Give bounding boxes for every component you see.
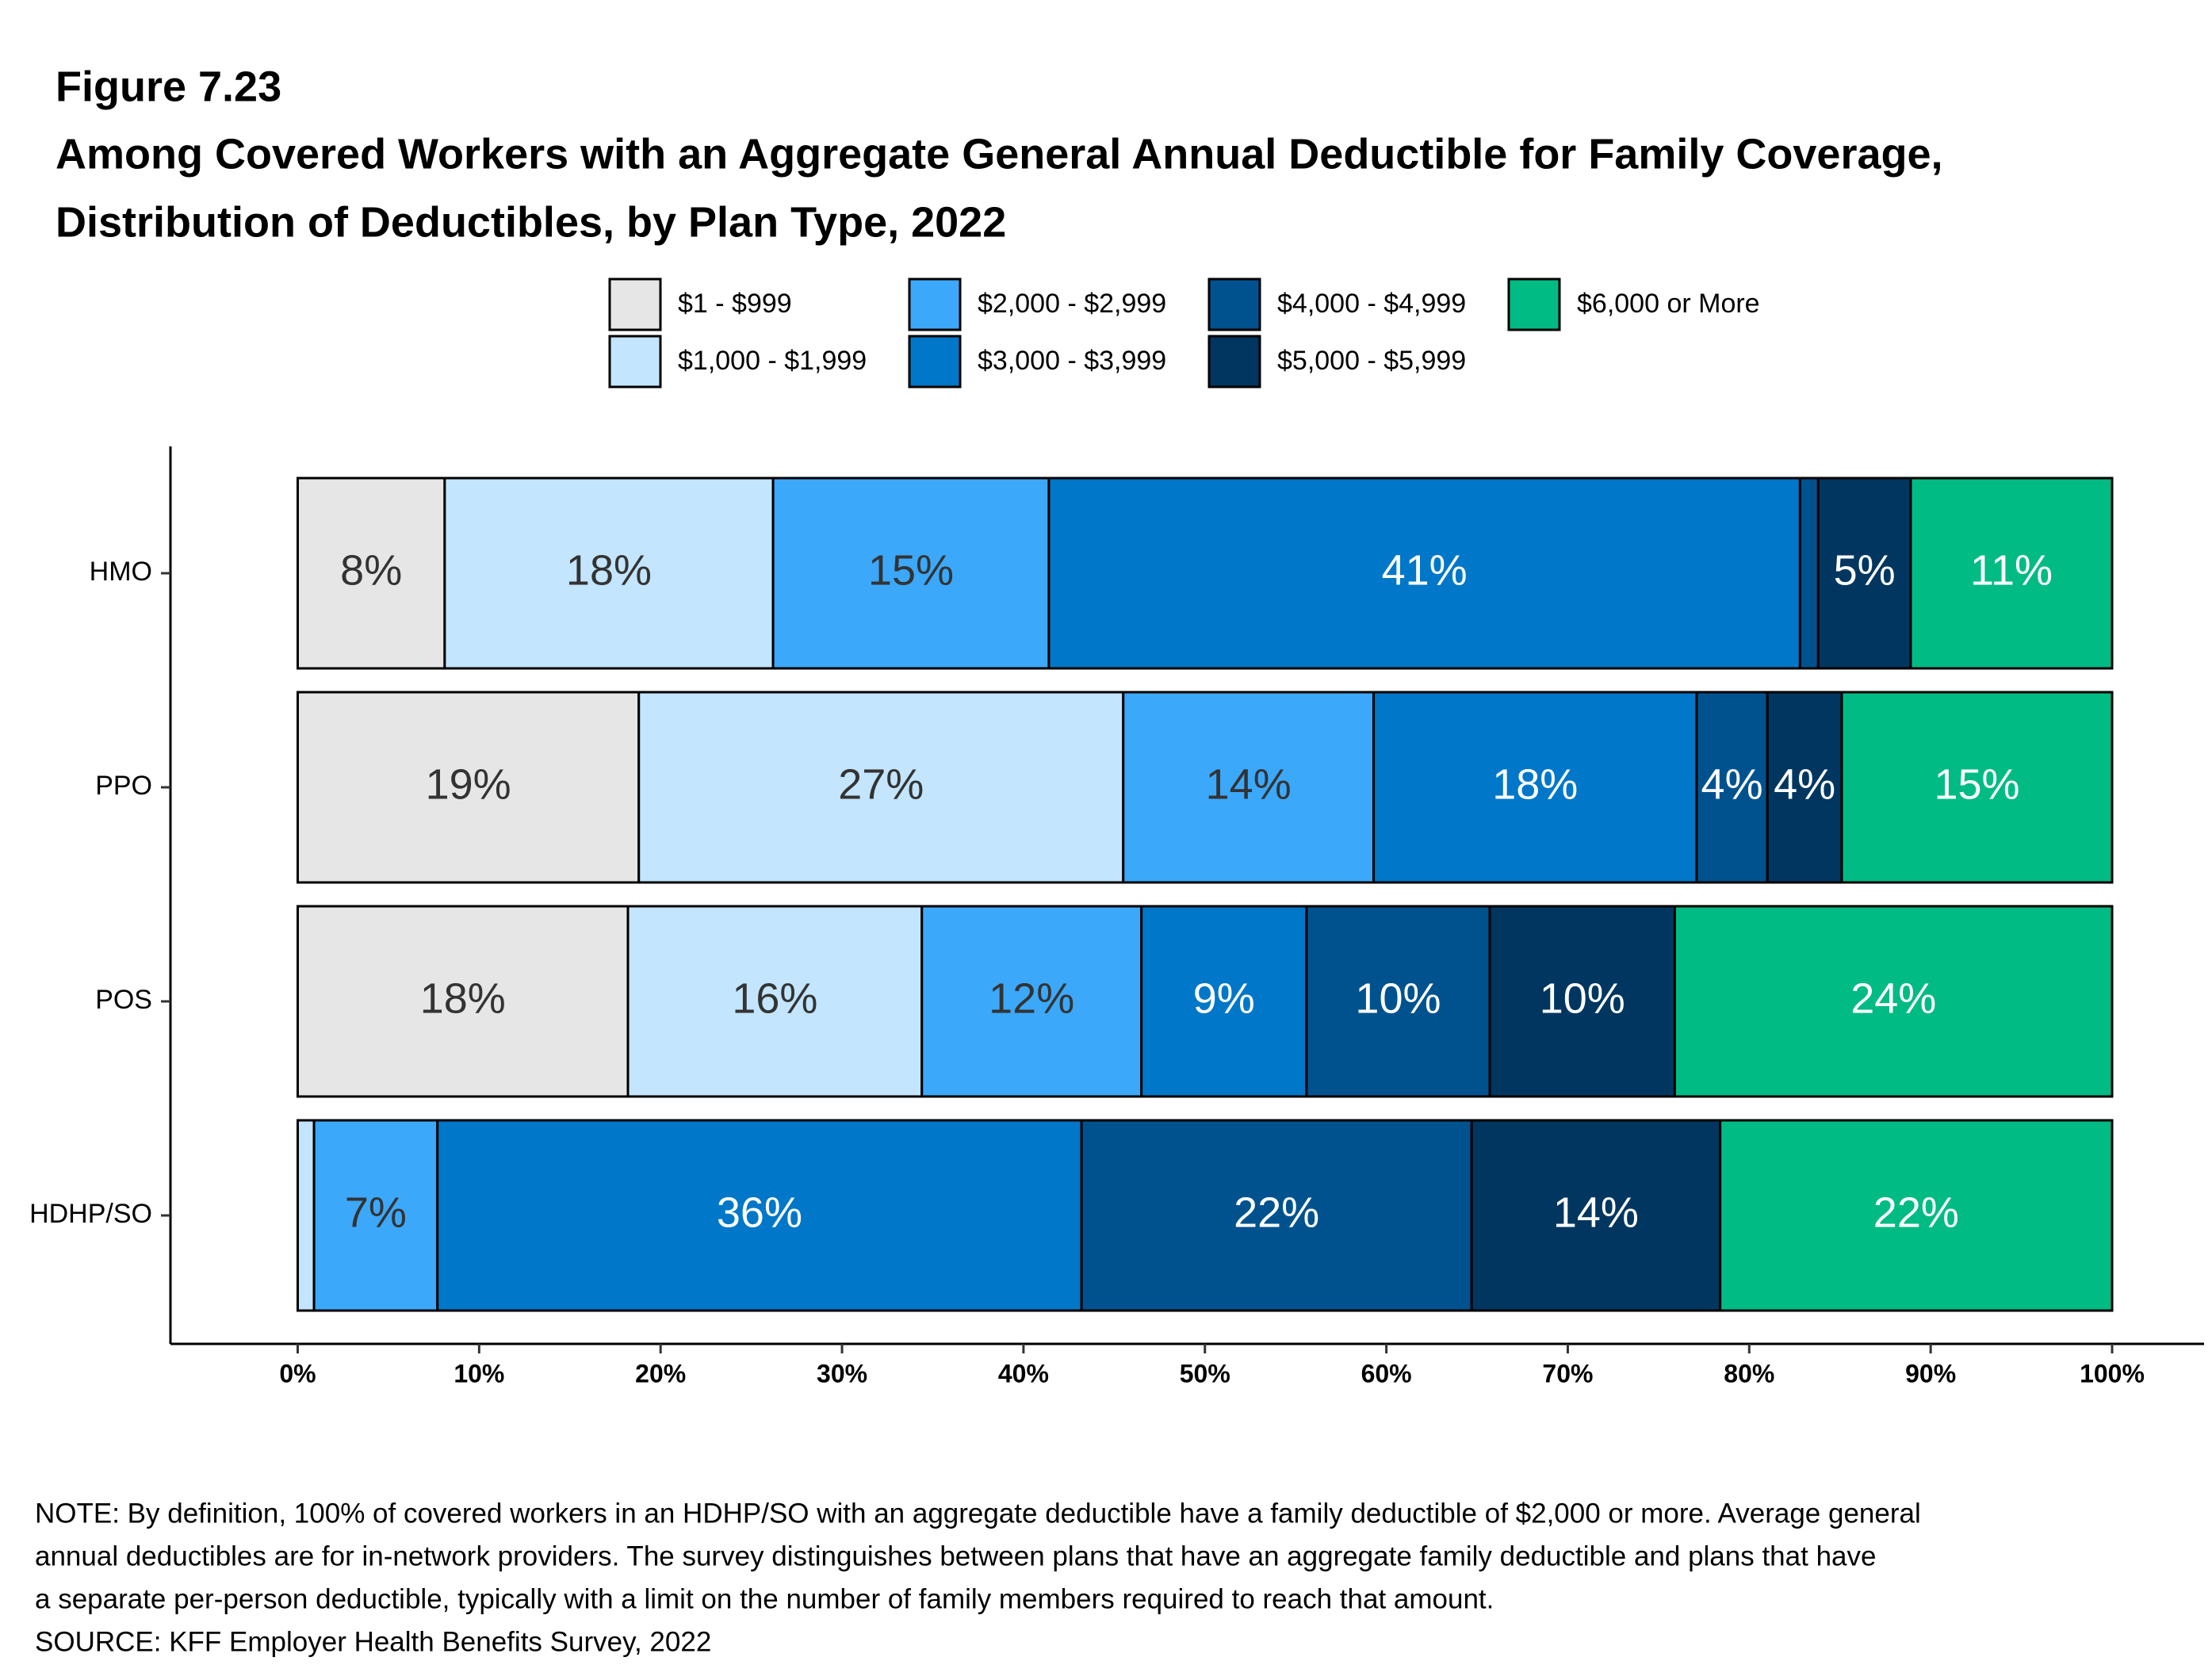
chart-title: Distribution of Deductibles, by Plan Typ… bbox=[55, 198, 1006, 246]
note: NOTE: By definition, 100% of covered wor… bbox=[35, 1498, 1921, 1529]
x-tick-label: 90% bbox=[1905, 1359, 1956, 1388]
note: SOURCE: KFF Employer Health Benefits Sur… bbox=[35, 1626, 711, 1657]
value-label: 9% bbox=[1193, 974, 1255, 1022]
value-label: 22% bbox=[1234, 1188, 1319, 1236]
bar-segment bbox=[1719, 1119, 2114, 1312]
value-label: 36% bbox=[717, 1188, 802, 1236]
x-tick-label: 80% bbox=[1724, 1359, 1774, 1388]
value-label: 18% bbox=[420, 974, 506, 1022]
value-label: 14% bbox=[1553, 1188, 1639, 1236]
value-label: 18% bbox=[566, 546, 652, 594]
bar-segment bbox=[1673, 905, 2114, 1098]
legend-swatch bbox=[1207, 278, 1261, 331]
x-tick-label: 70% bbox=[1542, 1359, 1593, 1388]
bar-segment bbox=[771, 477, 1051, 670]
value-label: 15% bbox=[868, 546, 954, 594]
legend-label: $5,000 - $5,999 bbox=[1277, 346, 1466, 376]
legend-swatch bbox=[608, 335, 662, 388]
note: annual deductibles are for in-network pr… bbox=[35, 1541, 1876, 1571]
bar-segment bbox=[443, 477, 775, 670]
legend-label: $6,000 or More bbox=[1577, 289, 1760, 319]
value-label: 11% bbox=[1970, 546, 2053, 594]
value-label: 14% bbox=[1206, 760, 1292, 808]
x-tick-label: 50% bbox=[1180, 1359, 1230, 1388]
bar-segment bbox=[1840, 691, 2114, 884]
x-tick-label: 30% bbox=[817, 1359, 867, 1388]
bar-segment bbox=[1798, 477, 1820, 670]
figure-label: Figure 7.23 bbox=[55, 63, 281, 110]
bar-segment bbox=[297, 691, 641, 884]
value-label: 18% bbox=[1492, 760, 1578, 808]
bar-segment bbox=[312, 1119, 439, 1312]
legend-swatch bbox=[908, 335, 962, 388]
bar-segment bbox=[1047, 477, 1801, 670]
bar-segment bbox=[1909, 477, 2114, 670]
chart-title: Among Covered Workers with an Aggregate … bbox=[55, 130, 1943, 178]
y-tick-label: HMO bbox=[90, 557, 152, 587]
bar-segment bbox=[436, 1119, 1083, 1312]
bar-segment bbox=[297, 905, 630, 1098]
x-tick-label: 40% bbox=[998, 1359, 1049, 1388]
value-label: 16% bbox=[732, 974, 817, 1022]
x-tick-label: 100% bbox=[2080, 1359, 2145, 1388]
legend-label: $1,000 - $1,999 bbox=[678, 346, 867, 376]
legend-swatch bbox=[608, 278, 662, 331]
bar-segment bbox=[1372, 691, 1698, 884]
bar-segment bbox=[637, 691, 1125, 884]
value-label: 8% bbox=[340, 546, 402, 594]
legend-label: $2,000 - $2,999 bbox=[978, 289, 1166, 319]
legend-swatch bbox=[908, 278, 962, 331]
value-label: 12% bbox=[989, 974, 1074, 1022]
value-label: 4% bbox=[1774, 760, 1835, 808]
x-tick-label: 10% bbox=[453, 1359, 504, 1388]
note: a separate per-person deductible, typica… bbox=[35, 1583, 1494, 1614]
legend-label: $4,000 - $4,999 bbox=[1277, 289, 1466, 319]
value-label: 41% bbox=[1382, 546, 1468, 594]
legend-label: $1 - $999 bbox=[678, 289, 792, 319]
bar-segment bbox=[1766, 691, 1843, 884]
value-label: 24% bbox=[1850, 974, 1936, 1022]
legend-swatch bbox=[1507, 278, 1561, 331]
y-tick-label: PPO bbox=[95, 771, 152, 801]
y-tick-label: POS bbox=[95, 985, 152, 1015]
bar-segment bbox=[297, 477, 446, 670]
value-label: 5% bbox=[1834, 546, 1896, 594]
value-label: 10% bbox=[1540, 974, 1625, 1022]
value-label: 27% bbox=[838, 760, 924, 808]
bar-segment bbox=[1080, 1119, 1473, 1312]
legend-label: $3,000 - $3,999 bbox=[978, 346, 1166, 376]
bar-segment bbox=[626, 905, 924, 1098]
x-tick-label: 0% bbox=[279, 1359, 316, 1388]
value-label: 22% bbox=[1873, 1188, 1959, 1236]
y-tick-label: HDHP/SO bbox=[29, 1199, 152, 1229]
legend-swatch bbox=[1207, 335, 1261, 388]
value-label: 4% bbox=[1701, 760, 1763, 808]
value-label: 15% bbox=[1934, 760, 2019, 808]
x-tick-label: 60% bbox=[1361, 1359, 1412, 1388]
bar-segment bbox=[297, 1119, 316, 1312]
value-label: 19% bbox=[426, 760, 511, 808]
x-tick-label: 20% bbox=[635, 1359, 686, 1388]
value-label: 7% bbox=[345, 1188, 407, 1236]
value-label: 10% bbox=[1355, 974, 1441, 1022]
bar-segment bbox=[1305, 905, 1491, 1098]
